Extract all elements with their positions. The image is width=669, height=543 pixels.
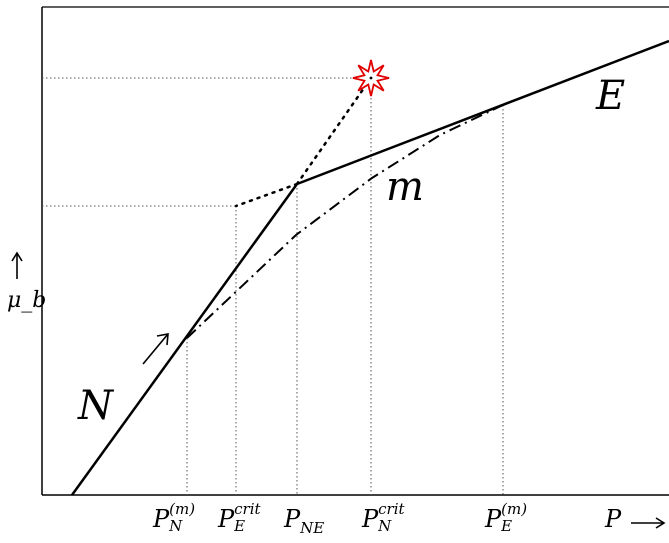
tick-label-pne: PNE	[284, 505, 325, 537]
tick-label-pem: P (m) E	[485, 500, 528, 535]
y-axis-arrow-icon	[11, 251, 23, 279]
direction-arrow-icon	[142, 333, 169, 365]
series-m-curve	[186, 104, 504, 339]
series-N-label: N	[78, 383, 113, 429]
series-m-label: m	[386, 164, 424, 210]
critical-point-star-icon	[352, 59, 390, 97]
series-E-label: E	[596, 73, 626, 119]
metastable-extensions	[234, 76, 373, 208]
x-axis-arrow-icon	[631, 517, 666, 529]
series-E-line	[296, 39, 669, 186]
E-extension-dots	[234, 182, 299, 208]
y-axis-label: μ_b	[7, 288, 46, 313]
series-N-line	[70, 183, 299, 496]
N-extension-dots	[295, 76, 373, 186]
guide-lines	[42, 77, 504, 495]
y-axis-label-text: μ_b	[7, 288, 47, 313]
x-axis-label: P	[605, 505, 622, 533]
tick-label-pnm: P (m) N	[153, 500, 196, 535]
